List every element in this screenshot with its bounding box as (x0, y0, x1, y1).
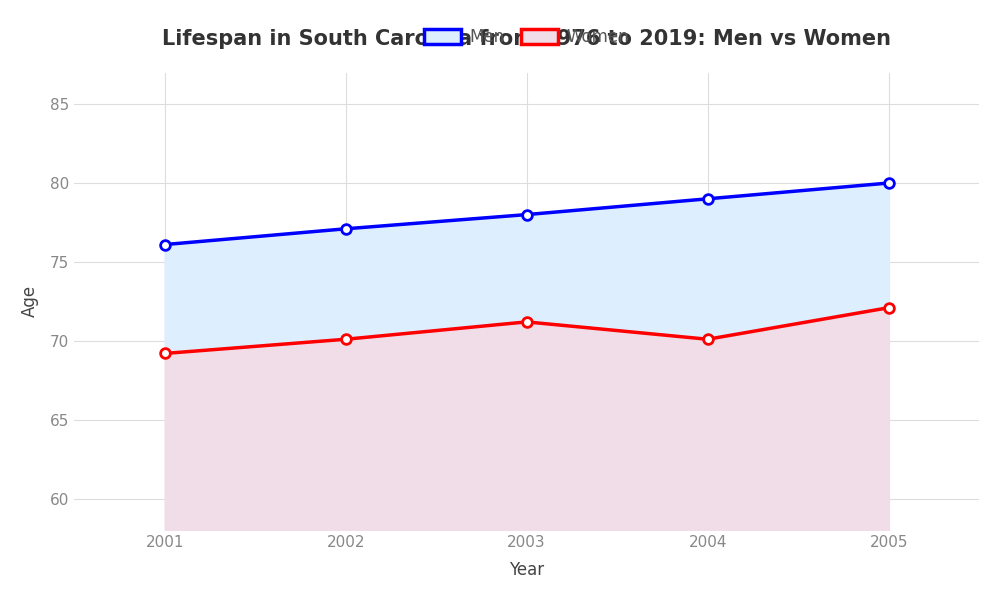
Legend: Men, Women: Men, Women (418, 22, 636, 53)
Y-axis label: Age: Age (21, 286, 39, 317)
Title: Lifespan in South Carolina from 1976 to 2019: Men vs Women: Lifespan in South Carolina from 1976 to … (162, 29, 891, 49)
X-axis label: Year: Year (509, 561, 544, 579)
